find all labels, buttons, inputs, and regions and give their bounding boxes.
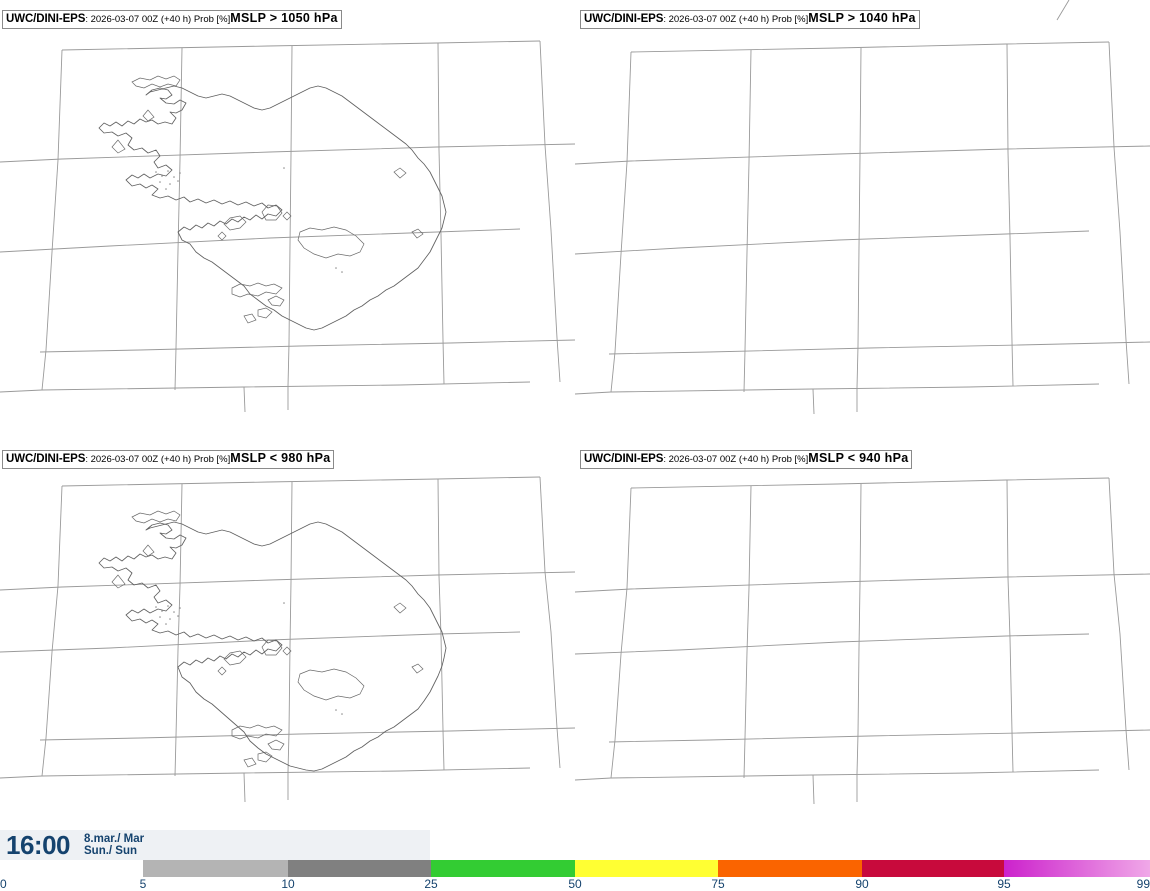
coastline-detail [111, 75, 424, 324]
colorbar-tick-75: 75 [711, 877, 725, 891]
panel-title-param: MSLP < 940 hPa [808, 451, 909, 465]
map-canvas [0, 40, 575, 413]
map-panel-mslp-lt-980[interactable]: UWC/DINI-EPS: 2026-03-07 00Z (+40 h) Pro… [0, 440, 575, 830]
panel-title-run: : 2026-03-07 00Z (+40 h) Prob [%] [663, 14, 809, 25]
colorbar-tick-25: 25 [424, 877, 438, 891]
colorbar-tick-10: 10 [281, 877, 295, 891]
panel-title-param: MSLP < 980 hPa [230, 451, 331, 465]
colorbar-segment-yellow [575, 860, 718, 877]
panel-title-param: MSLP > 1050 hPa [230, 11, 338, 25]
panel-title: UWC/DINI-EPS: 2026-03-07 00Z (+40 h) Pro… [2, 450, 335, 469]
map-panel-mslp-gt-1040[interactable]: UWC/DINI-EPS: 2026-03-07 00Z (+40 h) Pro… [575, 0, 1150, 440]
panel-title-model: UWC/DINI-EPS [584, 453, 664, 465]
colorbar-gradient[interactable] [0, 860, 1150, 877]
valid-time: 16:00 [6, 830, 71, 860]
graticule-layer [0, 476, 575, 803]
valid-date: 8.mar./ Mar Sun./ Sun [84, 833, 144, 858]
colorbar-tick-5: 5 [139, 877, 147, 891]
map-panel-mslp-gt-1050[interactable]: UWC/DINI-EPS: 2026-03-07 00Z (+40 h) Pro… [0, 0, 575, 440]
colorbar-segment-dark-gray [288, 860, 431, 877]
colorbar-tick-50: 50 [568, 877, 582, 891]
map-canvas [575, 0, 1150, 415]
graticule-layer [575, 477, 1150, 805]
colorbar-tick-90: 90 [855, 877, 869, 891]
coastline-stipple [155, 167, 343, 273]
panel-title-param: MSLP > 1040 hPa [808, 11, 916, 25]
colorbar-tick-99: 99 [1136, 877, 1150, 891]
map-panel-mslp-lt-940[interactable]: UWC/DINI-EPS: 2026-03-07 00Z (+40 h) Pro… [575, 440, 1150, 830]
panel-title: UWC/DINI-EPS: 2026-03-07 00Z (+40 h) Pro… [2, 10, 342, 29]
panel-title-run: : 2026-03-07 00Z (+40 h) Prob [%] [85, 14, 231, 25]
valid-time-stamp: 16:00 8.mar./ Mar Sun./ Sun [0, 830, 430, 860]
panel-title-run: : 2026-03-07 00Z (+40 h) Prob [%] [663, 454, 809, 465]
panel-grid: UWC/DINI-EPS: 2026-03-07 00Z (+40 h) Pro… [0, 0, 1150, 830]
map-canvas [0, 476, 575, 803]
graticule-layer [0, 40, 575, 413]
colorbar-segment-orange [718, 860, 862, 877]
map-canvas [575, 477, 1150, 805]
coastline-stipple [155, 602, 343, 715]
colorbar-tick-95: 95 [997, 877, 1011, 891]
panel-title-run: : 2026-03-07 00Z (+40 h) Prob [%] [85, 454, 231, 465]
valid-date-weekday: Sun./ Sun [84, 845, 138, 857]
panel-title-model: UWC/DINI-EPS [6, 453, 86, 465]
footer: 16:00 8.mar./ Mar Sun./ Sun 0 5 10 25 50 75 90… [0, 830, 1150, 891]
panel-title-model: UWC/DINI-EPS [6, 13, 86, 25]
colorbar-segment-blank-below-5 [0, 860, 143, 877]
panel-title-model: UWC/DINI-EPS [584, 13, 664, 25]
valid-date-day: 8.mar./ Mar [84, 832, 145, 845]
colorbar-segment-green [431, 860, 575, 877]
coastline-iceland [98, 85, 447, 331]
colorbar-segment-magenta-gradient [1004, 860, 1150, 877]
coastline-iceland [98, 521, 447, 772]
panel-title: UWC/DINI-EPS: 2026-03-07 00Z (+40 h) Pro… [580, 450, 913, 469]
colorbar-segment-light-gray [143, 860, 288, 877]
colorbar-tick-0: 0 [0, 877, 7, 891]
graticule-layer [575, 0, 1150, 415]
colorbar-segment-crimson [862, 860, 1004, 877]
coastline-detail [111, 510, 424, 768]
colorbar[interactable]: 0 5 10 25 50 75 90 95 99 [0, 860, 1150, 891]
colorbar-tick-labels: 0 5 10 25 50 75 90 95 99 [0, 877, 1150, 891]
panel-title: UWC/DINI-EPS: 2026-03-07 00Z (+40 h) Pro… [580, 10, 920, 29]
